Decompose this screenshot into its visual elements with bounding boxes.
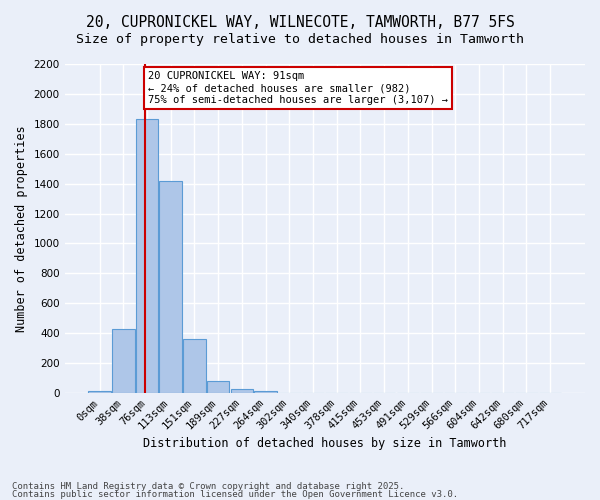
Y-axis label: Number of detached properties: Number of detached properties bbox=[15, 125, 28, 332]
X-axis label: Distribution of detached houses by size in Tamworth: Distribution of detached houses by size … bbox=[143, 437, 506, 450]
Text: Contains HM Land Registry data © Crown copyright and database right 2025.: Contains HM Land Registry data © Crown c… bbox=[12, 482, 404, 491]
Bar bbox=[230, 388, 253, 393]
Text: Size of property relative to detached houses in Tamworth: Size of property relative to detached ho… bbox=[76, 32, 524, 46]
Text: Contains public sector information licensed under the Open Government Licence v3: Contains public sector information licen… bbox=[12, 490, 458, 499]
Text: 20 CUPRONICKEL WAY: 91sqm
← 24% of detached houses are smaller (982)
75% of semi: 20 CUPRONICKEL WAY: 91sqm ← 24% of detac… bbox=[148, 72, 448, 104]
Bar bbox=[160, 180, 182, 393]
Bar bbox=[136, 120, 158, 393]
Bar bbox=[183, 339, 206, 393]
Bar bbox=[207, 381, 229, 393]
Bar bbox=[88, 391, 111, 393]
Text: 20, CUPRONICKEL WAY, WILNECOTE, TAMWORTH, B77 5FS: 20, CUPRONICKEL WAY, WILNECOTE, TAMWORTH… bbox=[86, 15, 514, 30]
Bar bbox=[254, 391, 277, 393]
Bar bbox=[112, 328, 134, 393]
